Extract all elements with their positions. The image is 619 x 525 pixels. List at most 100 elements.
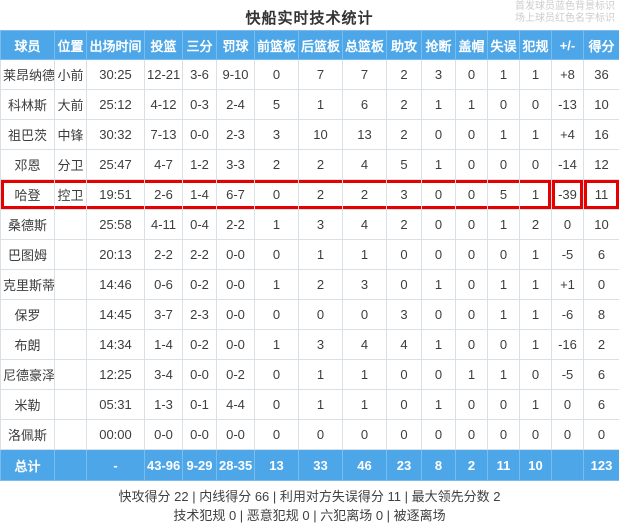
stat-cell: +4 [551, 119, 584, 150]
stat-cell: 3-7 [144, 299, 183, 330]
stat-cell: 0 [519, 359, 552, 390]
stat-cell: 10 [298, 119, 343, 150]
stat-cell: 0-0 [216, 299, 255, 330]
column-header: 罚球 [216, 30, 255, 60]
stat-cell [54, 209, 87, 240]
stat-cell: 0 [421, 239, 456, 270]
stat-cell: 16 [583, 119, 619, 150]
stat-cell: 1 [421, 389, 456, 420]
stat-cell: 4-12 [144, 89, 183, 120]
stat-cell: 0 [583, 419, 619, 450]
stat-cell: 11 [583, 179, 619, 210]
stat-cell: 3 [298, 209, 343, 240]
stat-cell: 0-0 [216, 269, 255, 300]
stat-cell: 12:25 [86, 359, 145, 390]
stat-cell: 4-11 [144, 209, 183, 240]
stat-cell: 3 [386, 299, 422, 330]
stat-cell: 中锋 [54, 119, 87, 150]
column-header: 助攻 [386, 30, 422, 60]
stat-cell: 1 [455, 359, 488, 390]
stat-cell: 25:12 [86, 89, 145, 120]
stat-cell: 0 [298, 419, 343, 450]
player-name-cell: 保罗 [0, 299, 55, 330]
column-header: 盖帽 [455, 30, 488, 60]
total-stat-cell: 23 [386, 449, 422, 481]
stat-cell [54, 329, 87, 360]
column-header: 犯规 [519, 30, 552, 60]
stat-cell: 0-4 [182, 209, 217, 240]
stat-cell: 1-3 [144, 389, 183, 420]
stat-cell: 2 [386, 119, 422, 150]
stat-cell: 1 [298, 89, 343, 120]
stat-cell: 5 [386, 149, 422, 180]
total-stat-cell [54, 449, 87, 481]
player-row: 哈登 控卫 19:51 2-6 1-4 6-7 0 2 2 3 0 0 5 1 -39 11 [0, 179, 619, 210]
stat-cell: 0-0 [216, 329, 255, 360]
stat-cell: 1 [519, 269, 552, 300]
stat-cell: 1-4 [182, 179, 217, 210]
stat-cell: 0 [519, 89, 552, 120]
stat-cell: 3-6 [182, 59, 217, 90]
stat-cell: 1 [519, 239, 552, 270]
stat-cell: 0-2 [216, 359, 255, 390]
column-header: 投篮 [144, 30, 183, 60]
stat-cell: 0 [487, 389, 520, 420]
stat-cell: 2-6 [144, 179, 183, 210]
player-name-cell: 米勒 [0, 389, 55, 420]
stat-cell: 0 [455, 299, 488, 330]
column-header: 总篮板 [342, 30, 387, 60]
stat-cell: 14:46 [86, 269, 145, 300]
stat-cell: 2 [254, 149, 299, 180]
stat-cell: 2 [583, 329, 619, 360]
stat-cell: -39 [551, 179, 584, 210]
stat-cell: 1 [421, 89, 456, 120]
player-name-cell: 克里斯蒂 [0, 269, 55, 300]
stat-cell [54, 389, 87, 420]
stat-cell: 20:13 [86, 239, 145, 270]
stat-cell: 6 [342, 89, 387, 120]
stat-cell: 0 [455, 209, 488, 240]
stat-cell: 0 [298, 299, 343, 330]
stat-cell: 1 [519, 59, 552, 90]
stat-cell: 0 [421, 299, 456, 330]
stat-cell: 3 [421, 59, 456, 90]
stat-cell: -13 [551, 89, 584, 120]
stat-cell: 1 [254, 269, 299, 300]
stat-cell: 0 [254, 59, 299, 90]
total-stat-cell: 13 [254, 449, 299, 481]
stat-cell: 6 [583, 239, 619, 270]
stat-cell: 6 [583, 389, 619, 420]
team-summary: 快攻得分 22 | 内线得分 66 | 利用对方失误得分 11 | 最大领先分数… [0, 487, 619, 525]
column-header: 失误 [487, 30, 520, 60]
stat-cell: 1 [487, 209, 520, 240]
stat-cell: 0 [487, 89, 520, 120]
stat-cell: 25:47 [86, 149, 145, 180]
stat-cell [54, 359, 87, 390]
stat-cell: 7 [342, 59, 387, 90]
player-name-cell: 祖巴茨 [0, 119, 55, 150]
stat-cell: 6 [583, 359, 619, 390]
stat-cell: 10 [583, 89, 619, 120]
stat-cell: 3 [298, 329, 343, 360]
legend-note-line2: 场上球员红色名字标识 [515, 13, 615, 24]
stat-cell: 2-4 [216, 89, 255, 120]
stat-cell: 0 [254, 359, 299, 390]
stat-cell: 4 [342, 149, 387, 180]
total-stat-cell: 10 [519, 449, 552, 481]
total-stat-cell: - [86, 449, 145, 481]
stat-cell [54, 419, 87, 450]
table-header: 球员 位置 出场时间 投篮 三分 罚球 前篮板 后篮板 总篮板 助攻 抢断 盖帽 失误 犯规 +/- 得分 [0, 30, 619, 60]
player-name-cell: 哈登 [0, 179, 55, 210]
stat-cell: 1 [487, 59, 520, 90]
total-label-cell: 总计 [0, 449, 55, 481]
stat-cell: 1 [254, 209, 299, 240]
stat-cell: 1 [298, 359, 343, 390]
player-name-cell: 邓恩 [0, 149, 55, 180]
total-stat-cell [551, 449, 584, 481]
stat-cell: 2-2 [144, 239, 183, 270]
stat-cell: 0 [455, 389, 488, 420]
stat-cell: 分卫 [54, 149, 87, 180]
stat-cell: 2 [298, 149, 343, 180]
stat-cell: 30:25 [86, 59, 145, 90]
stat-cell: 0 [455, 419, 488, 450]
